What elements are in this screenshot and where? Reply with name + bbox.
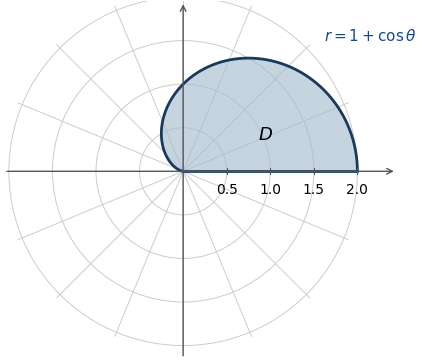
Text: $r = 1 + \cos\theta$: $r = 1 + \cos\theta$ [324, 28, 417, 44]
Text: 2.0: 2.0 [346, 183, 368, 197]
Text: D: D [259, 126, 273, 144]
Polygon shape [162, 58, 357, 171]
Text: 1.5: 1.5 [303, 183, 325, 197]
Text: 0.5: 0.5 [216, 183, 238, 197]
Text: 1.0: 1.0 [259, 183, 281, 197]
